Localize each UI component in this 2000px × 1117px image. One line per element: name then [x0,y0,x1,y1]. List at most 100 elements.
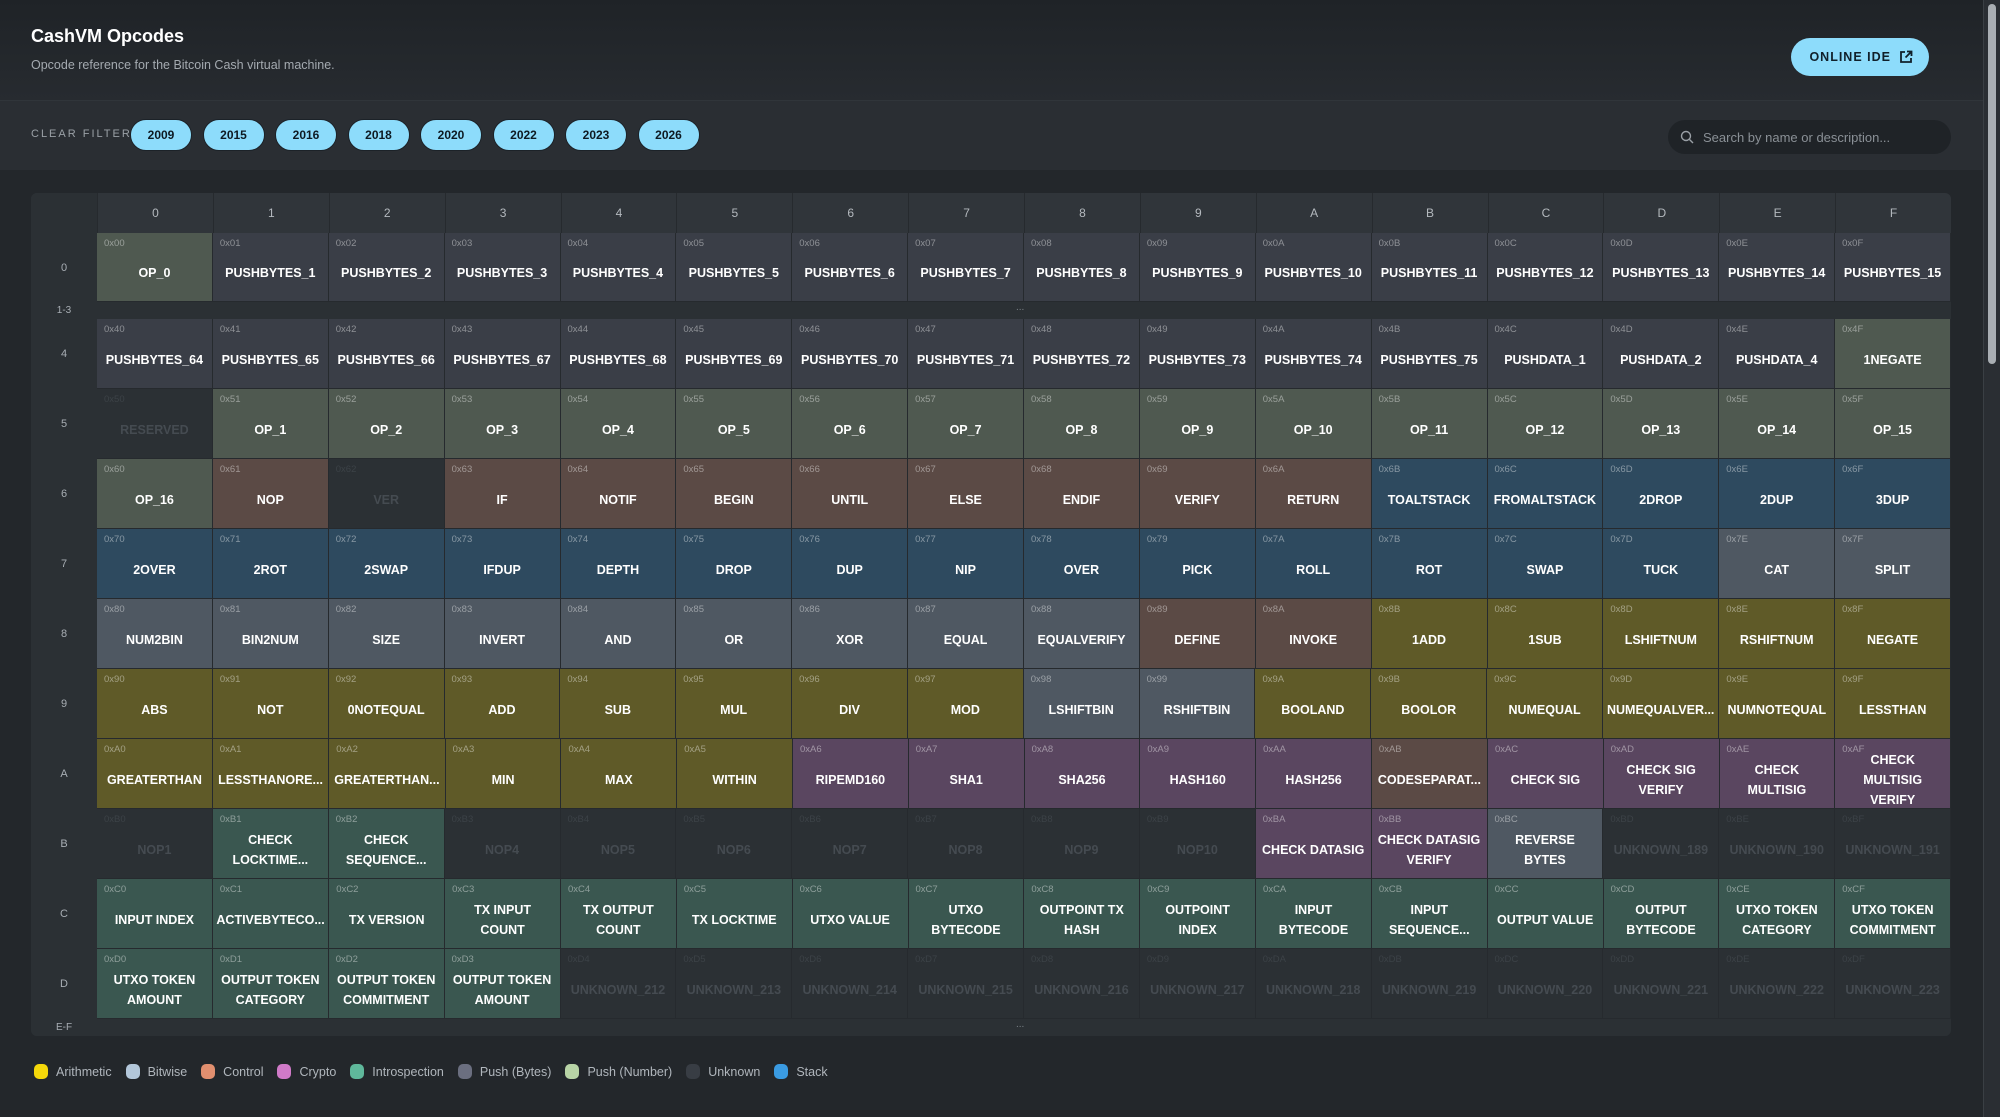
opcode-cell[interactable]: 0x64 NOTIF [560,459,677,529]
opcode-cell[interactable]: 0x09 PUSHBYTES_9 [1139,233,1256,302]
opcode-cell[interactable]: 0xDD UNKNOWN_221 [1603,949,1720,1019]
opcode-cell[interactable]: 0x47 PUSHBYTES_71 [908,319,1024,389]
opcode-cell[interactable]: 0x7A ROLL [1255,529,1372,599]
opcode-cell[interactable]: 0xBE UNKNOWN_190 [1719,809,1836,879]
search-input[interactable] [1703,129,1933,145]
opcode-cell[interactable]: 0x6D 2DROP [1603,459,1720,529]
opcode-cell[interactable]: 0x88 EQUALVERIFY [1024,599,1140,669]
search-box[interactable] [1668,120,1951,154]
year-chip-2009[interactable]: 2009 [130,119,192,151]
opcode-cell[interactable]: 0xC8 OUTPOINT TX HASH [1024,879,1141,949]
opcode-cell[interactable]: 0x54 OP_4 [560,389,677,459]
opcode-cell[interactable]: 0x9A BOOLAND [1255,669,1372,739]
opcode-cell[interactable]: 0xAF CHECK MULTISIG VERIFY [1835,739,1951,809]
opcode-cell[interactable]: 0x74 DEPTH [560,529,677,599]
opcode-cell[interactable]: 0x57 OP_7 [908,389,1024,459]
opcode-cell[interactable]: 0x76 DUP [792,529,909,599]
opcode-cell[interactable]: 0xD1 OUTPUT TOKEN CATEGORY [212,949,329,1019]
opcode-cell[interactable]: 0x46 PUSHBYTES_70 [792,319,909,389]
opcode-cell[interactable]: 0xA5 WITHIN [677,739,793,809]
opcode-cell[interactable]: 0x7C SWAP [1487,529,1604,599]
opcode-cell[interactable]: 0x96 DIV [792,669,908,739]
opcode-cell[interactable]: 0xAA HASH256 [1256,739,1372,809]
opcode-cell[interactable]: 0x80 NUM2BIN [97,599,213,669]
opcode-cell[interactable]: 0xCF UTXO TOKEN COMMITMENT [1835,879,1951,949]
opcode-cell[interactable]: 0x0B PUSHBYTES_11 [1371,233,1488,302]
opcode-cell[interactable]: 0x50 RESERVED [97,389,213,459]
opcode-cell[interactable]: 0x5A OP_10 [1255,389,1372,459]
opcode-cell[interactable]: 0xD4 UNKNOWN_212 [560,949,677,1019]
opcode-cell[interactable]: 0x8C 1SUB [1487,599,1604,669]
opcode-cell[interactable]: 0x8F NEGATE [1835,599,1951,669]
opcode-cell[interactable]: 0x6A RETURN [1255,459,1372,529]
opcode-cell[interactable]: 0x86 XOR [792,599,909,669]
opcode-cell[interactable]: 0x58 OP_8 [1024,389,1140,459]
opcode-cell[interactable]: 0x6B TOALTSTACK [1371,459,1488,529]
year-chip-2018[interactable]: 2018 [347,119,410,151]
opcode-cell[interactable]: 0x5F OP_15 [1835,389,1951,459]
opcode-cell[interactable]: 0x68 ENDIF [1024,459,1140,529]
legend-item[interactable]: Bitwise [125,1064,187,1079]
opcode-cell[interactable]: 0x8B 1ADD [1371,599,1488,669]
opcode-cell[interactable]: 0x04 PUSHBYTES_4 [560,233,677,302]
opcode-cell[interactable]: 0x4D PUSHDATA_2 [1603,319,1720,389]
opcode-cell[interactable]: 0x43 PUSHBYTES_67 [444,319,561,389]
legend-item[interactable]: Introspection [350,1064,444,1079]
opcode-cell[interactable]: 0x92 0NOTEQUAL [328,669,445,739]
opcode-cell[interactable]: 0x73 IFDUP [444,529,561,599]
clear-filter-button[interactable]: CLEAR FILTER [31,128,132,140]
opcode-cell[interactable]: 0x55 OP_5 [676,389,793,459]
opcode-cell[interactable]: 0xDB UNKNOWN_219 [1371,949,1488,1019]
opcode-cell[interactable]: 0x4A PUSHBYTES_74 [1255,319,1372,389]
year-chip-2026[interactable]: 2026 [637,119,700,151]
legend-item[interactable]: Control [201,1064,263,1079]
opcode-cell[interactable]: 0xD9 UNKNOWN_217 [1139,949,1256,1019]
opcode-cell[interactable]: 0xD2 OUTPUT TOKEN COMMITMENT [328,949,445,1019]
opcode-cell[interactable]: 0x48 PUSHBYTES_72 [1024,319,1140,389]
opcode-cell[interactable]: 0xC7 UTXO BYTECODE [908,879,1025,949]
opcode-cell[interactable]: 0xAD CHECK SIG VERIFY [1603,739,1720,809]
opcode-cell[interactable]: 0xB2 CHECK SEQUENCE... [328,809,445,879]
opcode-cell[interactable]: 0xBC REVERSE BYTES [1487,809,1604,879]
opcode-cell[interactable]: 0xC2 TX VERSION [329,879,446,949]
opcode-cell[interactable]: 0xD0 UTXO TOKEN AMOUNT [97,949,213,1019]
opcode-cell[interactable]: 0x93 ADD [444,669,561,739]
opcode-cell[interactable]: 0xDE UNKNOWN_222 [1719,949,1836,1019]
opcode-cell[interactable]: 0x7D TUCK [1603,529,1720,599]
legend-item[interactable]: Arithmetic [34,1064,112,1079]
opcode-cell[interactable]: 0x01 PUSHBYTES_1 [212,233,329,302]
opcode-cell[interactable]: 0x0E PUSHBYTES_14 [1719,233,1836,302]
opcode-cell[interactable]: 0xA7 SHA1 [908,739,1025,809]
opcode-cell[interactable]: 0xDA UNKNOWN_218 [1255,949,1372,1019]
opcode-cell[interactable]: 0x0F PUSHBYTES_15 [1835,233,1951,302]
opcode-cell[interactable]: 0x56 OP_6 [792,389,909,459]
opcode-cell[interactable]: 0xA1 LESSTHANORE... [212,739,330,809]
opcode-cell[interactable]: 0xAE CHECK MULTISIG [1719,739,1836,809]
opcode-cell[interactable]: 0x08 PUSHBYTES_8 [1024,233,1140,302]
opcode-cell[interactable]: 0x03 PUSHBYTES_3 [444,233,561,302]
opcode-cell[interactable]: 0x98 LSHIFTBIN [1023,669,1140,739]
legend-item[interactable]: Crypto [277,1064,336,1079]
opcode-cell[interactable]: 0x53 OP_3 [444,389,561,459]
year-chip-2022[interactable]: 2022 [492,119,555,151]
opcode-cell[interactable]: 0xCD OUTPUT BYTECODE [1603,879,1720,949]
opcode-cell[interactable]: 0xC3 TX INPUT COUNT [445,879,561,949]
opcode-cell[interactable]: 0xCC OUTPUT VALUE [1487,879,1604,949]
opcode-cell[interactable]: 0x79 PICK [1139,529,1256,599]
opcode-cell[interactable]: 0x75 DROP [676,529,793,599]
online-ide-button[interactable]: ONLINE IDE [1791,38,1929,76]
opcode-cell[interactable]: 0x7F SPLIT [1835,529,1951,599]
opcode-cell[interactable]: 0xAB CODESEPARAT... [1371,739,1488,809]
opcode-cell[interactable]: 0x4B PUSHBYTES_75 [1371,319,1488,389]
opcode-cell[interactable]: 0xC9 OUTPOINT INDEX [1140,879,1257,949]
opcode-cell[interactable]: 0x9B BOOLOR [1371,669,1488,739]
opcode-cell[interactable]: 0x0C PUSHBYTES_12 [1487,233,1604,302]
opcode-cell[interactable]: 0x4C PUSHDATA_1 [1487,319,1604,389]
opcode-cell[interactable]: 0x51 OP_1 [212,389,329,459]
opcode-cell[interactable]: 0xD8 UNKNOWN_216 [1024,949,1140,1019]
opcode-cell[interactable]: 0x02 PUSHBYTES_2 [328,233,445,302]
opcode-cell[interactable]: 0x5C OP_12 [1487,389,1604,459]
opcode-cell[interactable]: 0xB6 NOP7 [792,809,909,879]
year-chip-2016[interactable]: 2016 [275,119,337,151]
opcode-cell[interactable]: 0xA4 MAX [561,739,678,809]
